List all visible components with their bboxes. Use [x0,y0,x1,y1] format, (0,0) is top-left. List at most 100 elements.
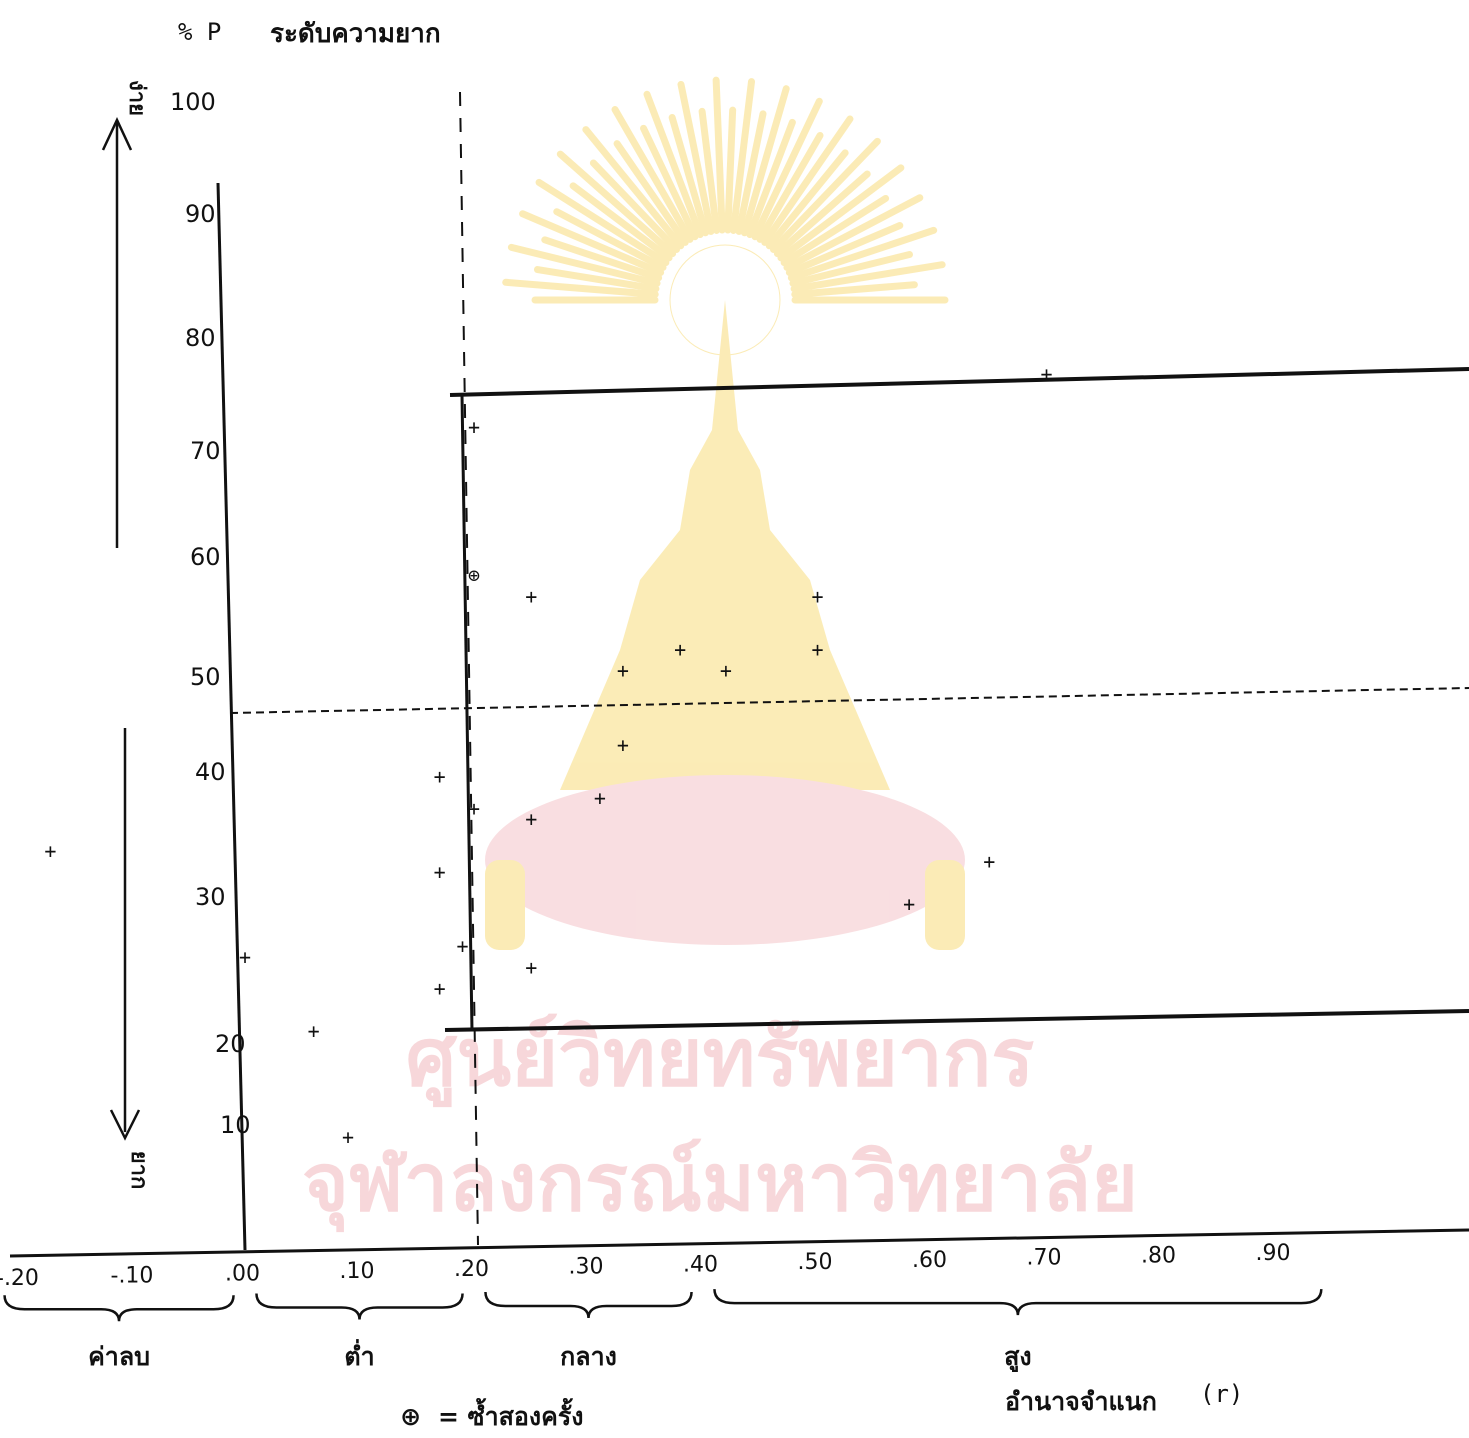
emblem-ray [729,78,756,235]
data-point: + [457,934,469,958]
chart-title: ระดับความยาก [270,19,441,49]
emblem-ray [785,222,904,277]
x-tick-label: .10 [340,1259,375,1284]
emblem-tassel-left [485,860,525,950]
x-tick-label: .20 [454,1257,489,1282]
emblem-sun [669,244,781,356]
region-brace [255,1293,464,1320]
data-point: + [811,584,823,608]
emblem-ray [791,281,918,298]
data-point: + [468,796,480,820]
data-point: + [1040,362,1052,386]
emblem-ray [677,80,715,235]
y-tick-labels: 100 90 80 70 60 50 40 30 20 10 [170,88,251,1139]
line-20 [444,1009,1469,1032]
y-tick-label: 40 [195,758,226,786]
boundary-vertical-line [460,394,474,1032]
emblem-ray [589,159,681,254]
hard-arrow [109,728,141,1141]
region-braces: ค่าลบ ต่ำ กลาง สูง [3,1288,1323,1373]
emblem-ray [756,131,824,243]
y-axis-line [216,182,247,1251]
reference-lines [229,91,1469,1246]
x-tick-label: -.10 [111,1264,154,1289]
data-point: + [434,860,446,884]
y-tick-label: 60 [190,543,221,571]
data-point: + [617,659,629,683]
data-point: + [468,415,480,439]
data-point: + [308,1019,320,1043]
y-tick-label: 10 [220,1111,251,1139]
easy-label: ง่าย [124,80,149,116]
data-point: + [903,892,915,916]
emblem-ray [533,266,660,293]
region-brace [3,1295,235,1322]
emblem-ray [789,251,913,287]
emblem-ray [751,97,823,241]
data-point: + [434,765,446,789]
data-point: + [674,637,686,661]
emblem-ray [712,76,726,234]
data-point: + [617,733,629,757]
data-point: + [811,637,823,661]
region-label: ต่ำ [344,1339,374,1371]
dashed-vertical-line [459,91,479,1246]
y-tick-label: 100 [170,88,216,116]
legend-symbol: ⊕ [400,1402,421,1431]
y-tick-label: 70 [190,437,221,465]
emblem-base [485,775,965,945]
emblem-ray [787,226,938,282]
emblem-ray [698,107,721,235]
emblem-ray [769,137,881,254]
line-80 [449,367,1469,397]
data-point: + [525,807,537,831]
emblem-ray [780,194,890,267]
emblem-ray [724,106,737,234]
data-point: + [720,659,732,683]
x-axis-unit: (r) [1200,1380,1243,1408]
x-tick-label: -.20 [0,1266,39,1291]
x-tick-label: .00 [225,1261,260,1286]
watermark-line-2: จุฬาลงกรณ์มหาวิทยาลัย [302,1136,1138,1233]
easy-arrow [101,117,133,548]
x-axis-line [9,1228,1469,1258]
data-point: + [525,955,537,979]
y-tick-label: 90 [185,200,216,228]
data-point: + [44,839,56,863]
emblem-ray [541,236,663,282]
emblem-ray [507,243,661,287]
emblem-ray [783,194,924,271]
emblem-ray [611,105,694,243]
legend-note: = ซ้ำสองครั้ง [438,1397,584,1431]
emblem-ray [765,149,849,250]
region-brace [484,1291,693,1319]
emblem-rays [502,76,949,304]
x-tick-label: .90 [1256,1241,1291,1266]
emblem-ray [640,124,699,241]
x-axis-title: อำนาจจำแนก [1005,1387,1157,1416]
emblem-ray [502,278,659,298]
y-tick-label: 80 [185,324,216,352]
data-point-duplicate: ⊕ [468,563,480,587]
x-tick-label: .80 [1141,1243,1176,1268]
x-tick-labels: -.20 -.10 .00 .10 .20 .30 .40 .50 .60 .70 .80 .90 [0,1241,1291,1291]
region-label: สูง [1004,1342,1031,1373]
y-tick-label: 20 [215,1030,246,1058]
emblem-ray [668,114,710,237]
emblem-ray [735,110,767,235]
data-point: + [239,945,251,969]
data-point: + [594,786,606,810]
emblem-ray [746,118,796,239]
data-points: + + + + + + + + + ⊕ + + + + + + + + + + + + + + [44,362,1052,1149]
emblem-ray [643,90,704,239]
emblem-ray [535,178,670,267]
hard-label: ยาก [126,1151,151,1190]
y-tick-label: 30 [195,883,226,911]
emblem-ray [613,140,689,246]
emblem-stupa [560,300,890,790]
y-tick-label: 50 [190,663,221,691]
x-tick-label: .50 [798,1250,833,1275]
data-point: + [434,977,446,1001]
data-point: + [983,849,995,873]
